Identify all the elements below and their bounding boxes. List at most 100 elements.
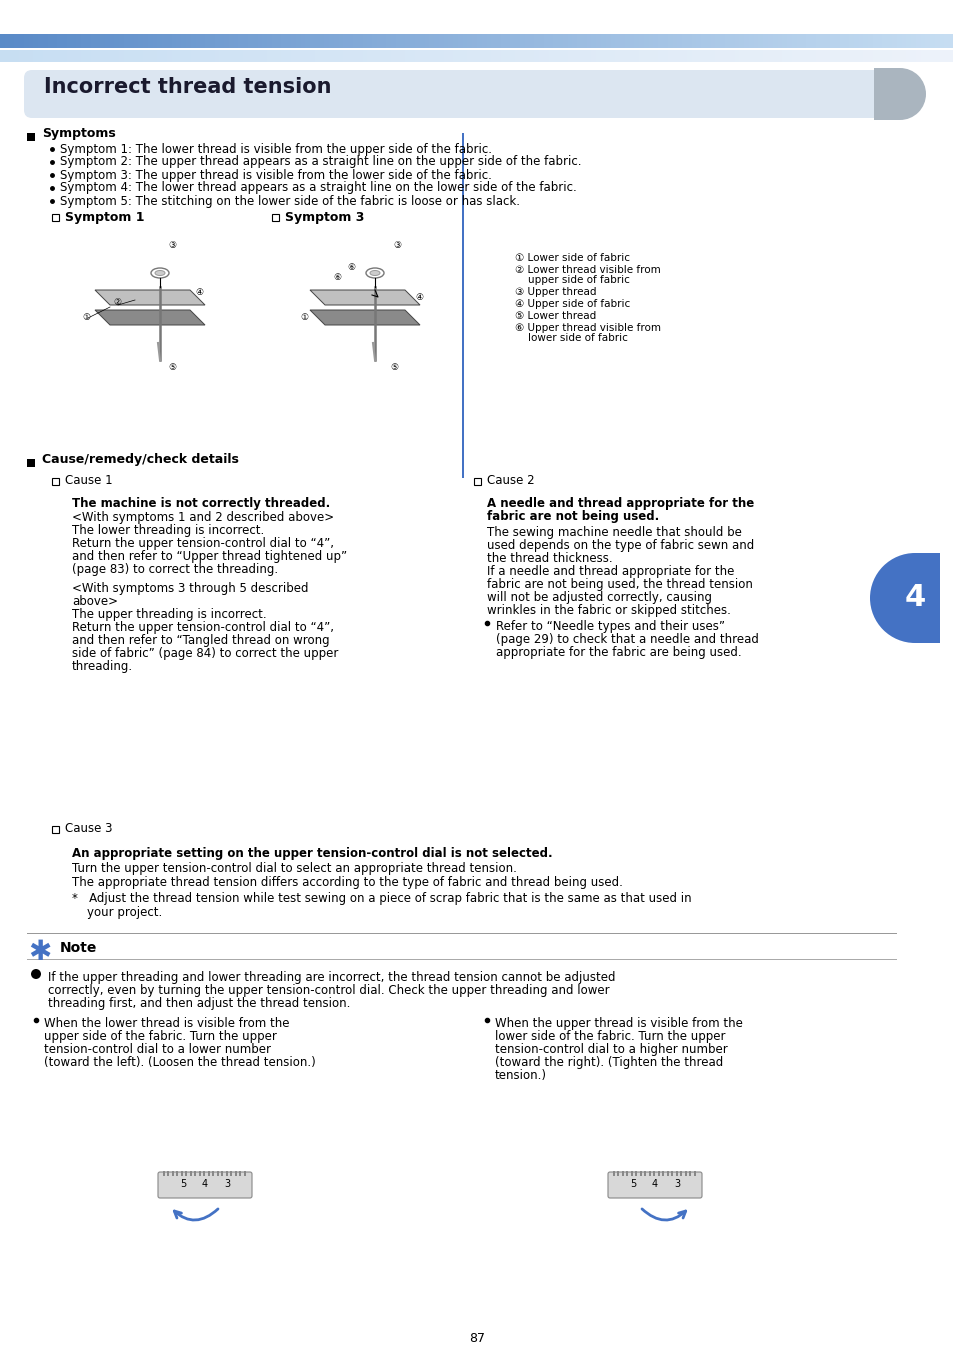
- Bar: [948, 34, 953, 49]
- Text: ⑥ Upper thread visible from: ⑥ Upper thread visible from: [515, 324, 660, 333]
- Bar: [515, 50, 519, 62]
- Text: and then refer to “Tangled thread on wrong: and then refer to “Tangled thread on wro…: [71, 634, 330, 647]
- Bar: [820, 50, 824, 62]
- Wedge shape: [869, 553, 914, 643]
- Text: An appropriate setting on the upper tension-control dial is not selected.: An appropriate setting on the upper tens…: [71, 847, 552, 860]
- Bar: [5, 50, 10, 62]
- Text: Cause/remedy/check details: Cause/remedy/check details: [42, 453, 238, 465]
- Bar: [391, 34, 395, 49]
- Bar: [176, 50, 181, 62]
- Bar: [820, 34, 824, 49]
- Bar: [276, 50, 281, 62]
- Bar: [362, 34, 367, 49]
- Bar: [920, 34, 924, 49]
- Bar: [476, 34, 481, 49]
- Bar: [515, 34, 519, 49]
- Bar: [653, 50, 658, 62]
- Text: the thread thickness.: the thread thickness.: [486, 551, 612, 565]
- Bar: [367, 50, 372, 62]
- Bar: [691, 34, 696, 49]
- Bar: [244, 1171, 246, 1175]
- Bar: [734, 34, 739, 49]
- Bar: [629, 50, 634, 62]
- Bar: [362, 50, 367, 62]
- Bar: [729, 50, 734, 62]
- Polygon shape: [310, 310, 419, 325]
- Bar: [644, 1171, 646, 1175]
- Bar: [295, 50, 300, 62]
- Text: threading first, and then adjust the thread tension.: threading first, and then adjust the thr…: [48, 998, 350, 1010]
- Text: wrinkles in the fabric or skipped stitches.: wrinkles in the fabric or skipped stitch…: [486, 604, 730, 617]
- Bar: [505, 50, 510, 62]
- FancyArrowPatch shape: [174, 1209, 218, 1220]
- Bar: [38, 34, 43, 49]
- Bar: [372, 50, 376, 62]
- Text: Symptom 5: The stitching on the lower side of the fabric is loose or has slack.: Symptom 5: The stitching on the lower si…: [60, 194, 519, 208]
- Bar: [381, 50, 386, 62]
- Bar: [815, 34, 820, 49]
- Bar: [0, 50, 5, 62]
- Bar: [185, 1171, 188, 1175]
- Bar: [305, 50, 310, 62]
- Bar: [834, 34, 839, 49]
- Bar: [52, 50, 57, 62]
- Bar: [286, 50, 291, 62]
- Bar: [605, 34, 610, 49]
- Bar: [472, 50, 476, 62]
- Bar: [610, 50, 615, 62]
- Bar: [176, 1171, 178, 1175]
- Bar: [195, 34, 200, 49]
- Bar: [405, 34, 410, 49]
- Bar: [300, 34, 305, 49]
- Bar: [724, 50, 729, 62]
- Bar: [310, 50, 314, 62]
- Bar: [891, 34, 896, 49]
- Bar: [267, 50, 272, 62]
- Bar: [33, 34, 38, 49]
- Bar: [248, 50, 253, 62]
- Bar: [630, 1171, 633, 1175]
- Ellipse shape: [366, 268, 384, 278]
- Bar: [643, 50, 648, 62]
- Bar: [786, 34, 791, 49]
- Bar: [110, 34, 114, 49]
- Bar: [186, 50, 191, 62]
- Bar: [191, 34, 195, 49]
- Text: The appropriate thread tension differs according to the type of fabric and threa: The appropriate thread tension differs a…: [71, 876, 622, 888]
- Bar: [939, 34, 943, 49]
- Bar: [577, 34, 581, 49]
- Bar: [672, 50, 677, 62]
- Bar: [753, 34, 758, 49]
- Text: (page 83) to correct the threading.: (page 83) to correct the threading.: [71, 563, 278, 576]
- Bar: [0, 34, 5, 49]
- Bar: [329, 50, 334, 62]
- Bar: [191, 50, 195, 62]
- Text: upper side of the fabric. Turn the upper: upper side of the fabric. Turn the upper: [44, 1030, 276, 1043]
- Bar: [586, 34, 591, 49]
- Text: ③: ③: [393, 241, 400, 249]
- Bar: [148, 34, 152, 49]
- Bar: [643, 34, 648, 49]
- Bar: [710, 34, 715, 49]
- Text: Symptom 2: The upper thread appears as a straight line on the upper side of the : Symptom 2: The upper thread appears as a…: [60, 155, 581, 168]
- Bar: [233, 34, 238, 49]
- Bar: [52, 479, 59, 485]
- Text: When the lower thread is visible from the: When the lower thread is visible from th…: [44, 1016, 289, 1030]
- Bar: [291, 50, 295, 62]
- Text: Symptom 1: The lower thread is visible from the upper side of the fabric.: Symptom 1: The lower thread is visible f…: [60, 143, 492, 155]
- Bar: [615, 34, 619, 49]
- Text: If the upper threading and lower threading are incorrect, the thread tension can: If the upper threading and lower threadi…: [48, 971, 615, 984]
- Polygon shape: [95, 290, 205, 305]
- Text: ⑤ Lower thread: ⑤ Lower thread: [515, 311, 596, 321]
- Bar: [203, 1171, 205, 1175]
- Bar: [438, 34, 443, 49]
- Bar: [205, 34, 210, 49]
- Bar: [658, 50, 662, 62]
- Bar: [635, 1171, 637, 1175]
- Bar: [62, 34, 67, 49]
- Bar: [867, 34, 872, 49]
- Bar: [562, 34, 567, 49]
- Bar: [843, 50, 848, 62]
- Bar: [181, 1171, 183, 1175]
- Bar: [914, 553, 939, 643]
